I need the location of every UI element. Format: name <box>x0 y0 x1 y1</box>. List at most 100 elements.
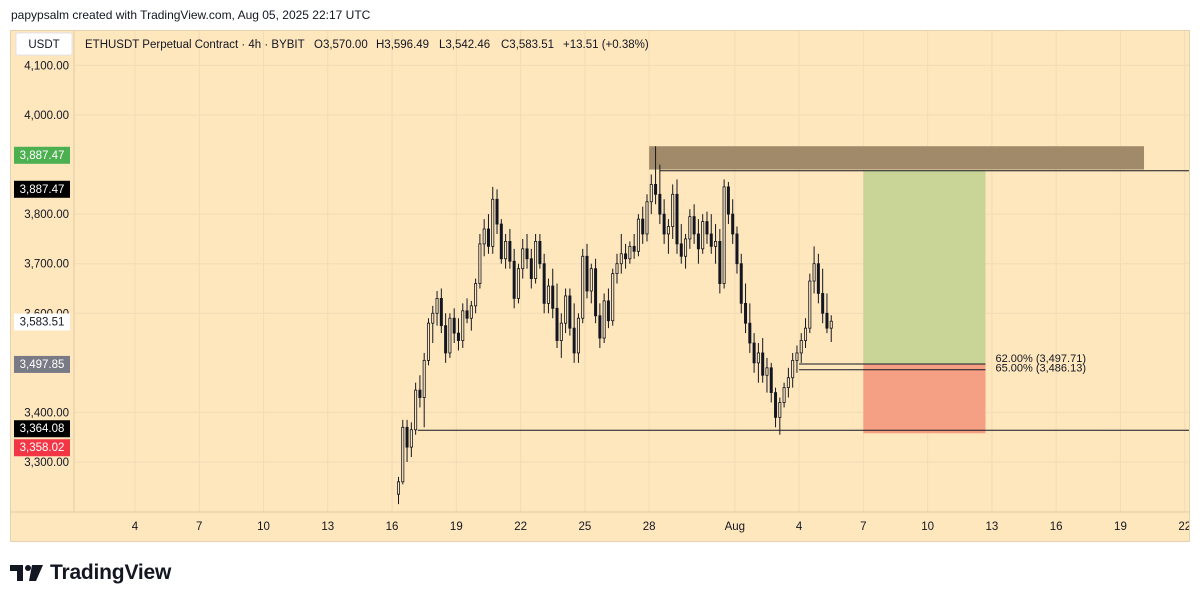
candle <box>405 419 409 462</box>
candle <box>641 206 645 244</box>
candle <box>649 174 653 215</box>
candle-body <box>705 221 709 235</box>
candle-body <box>486 228 490 247</box>
candle <box>769 362 773 403</box>
x-tick-label: 22 <box>514 521 527 533</box>
price-label: 3,887.47 <box>14 146 70 164</box>
candle-body <box>679 243 683 257</box>
candle-body <box>696 233 700 250</box>
candle-body <box>551 285 555 309</box>
candle-body <box>422 359 426 398</box>
candle <box>576 313 580 363</box>
candle-body <box>649 183 653 203</box>
candle-body <box>795 352 799 361</box>
price-label-text: 3,364.08 <box>20 423 65 435</box>
candle <box>624 243 628 269</box>
candle-body <box>816 263 820 294</box>
candle <box>619 233 623 274</box>
price-label-text: 3,887.47 <box>20 150 65 162</box>
currency-badge[interactable] <box>15 32 73 56</box>
candle-body <box>782 387 786 403</box>
candle <box>551 268 555 319</box>
currency-badge-label: USDT <box>28 39 59 51</box>
candle <box>662 199 666 244</box>
candle-body <box>396 481 400 495</box>
candle-body <box>414 389 418 431</box>
candle-body <box>671 193 675 227</box>
x-tick-label: 25 <box>578 521 591 533</box>
y-tick-label: 3,800.00 <box>24 209 69 221</box>
candle <box>679 224 683 264</box>
candle-body <box>628 245 632 260</box>
chart-panel[interactable]: 62.00% (3,497.71) 65.00% (3,486.13) 4 7 10 1… <box>10 30 1190 542</box>
price-label-bg <box>14 355 70 373</box>
candle <box>461 303 465 348</box>
y-tick-label: 3,700.00 <box>24 259 69 271</box>
x-axis-ticks: 4 7 10 13 16 19 22 25 28 Aug 4 7 10 13 16 19 22 <box>132 521 1189 533</box>
candle <box>589 263 593 304</box>
candle-body <box>731 213 735 235</box>
price-label-text: 3,887.47 <box>20 184 65 196</box>
candle-body <box>666 226 670 235</box>
candle-body <box>589 268 593 292</box>
candle <box>645 194 649 242</box>
candle <box>731 199 735 244</box>
candle <box>812 246 816 294</box>
footer-brand[interactable]: TradingView <box>10 558 171 588</box>
candle <box>778 397 782 435</box>
x-tick-label: 7 <box>860 521 866 533</box>
x-tick-label: 28 <box>643 521 656 533</box>
candle-body <box>752 342 756 364</box>
candle <box>696 219 700 264</box>
candle <box>542 253 546 314</box>
candle-body <box>684 238 688 257</box>
candle-body <box>529 258 533 279</box>
candle-body <box>778 402 782 418</box>
price-label: 3,358.02 <box>14 439 70 457</box>
candle-body <box>474 283 478 307</box>
candle <box>418 375 422 408</box>
candle <box>611 268 615 326</box>
candle <box>435 290 439 326</box>
x-tick-label: 19 <box>450 521 463 533</box>
x-tick-label: Aug <box>725 521 745 533</box>
price-chart[interactable]: 62.00% (3,497.71)65.00% (3,486.13) 4 7 10 1… <box>11 31 1189 541</box>
candle-body <box>418 389 422 398</box>
candle <box>666 219 670 254</box>
candle-body <box>448 317 452 354</box>
candle <box>671 184 675 239</box>
candle-body <box>401 426 405 483</box>
candle <box>585 243 589 299</box>
candle <box>555 283 559 348</box>
candle <box>546 278 550 314</box>
candle <box>795 345 799 373</box>
candle <box>684 233 688 269</box>
candle <box>808 273 812 334</box>
candle <box>722 179 726 289</box>
candle-body <box>714 241 718 247</box>
candle <box>774 387 778 428</box>
candle <box>594 258 598 324</box>
candle-body <box>808 280 812 329</box>
candle-body <box>598 315 602 339</box>
candle-body <box>769 367 773 394</box>
ohlc-close: C3,583.51 <box>501 39 554 51</box>
candle <box>482 219 486 257</box>
candle-body <box>654 183 658 195</box>
candle <box>756 343 760 383</box>
candle-body <box>675 193 679 245</box>
price-label-bg <box>14 313 70 331</box>
candle <box>804 318 808 348</box>
candle-body <box>409 429 413 448</box>
candle-body <box>786 377 790 389</box>
candle <box>752 333 756 373</box>
price-label-text: 3,358.02 <box>20 442 65 454</box>
x-tick-label: 16 <box>386 521 399 533</box>
candle-body <box>722 186 726 284</box>
candle <box>529 248 533 289</box>
candle-body <box>564 295 568 324</box>
candle <box>452 308 456 344</box>
ohlc-open: O3,570.00 <box>314 39 368 51</box>
candle-body <box>606 300 610 322</box>
candle <box>469 300 473 331</box>
